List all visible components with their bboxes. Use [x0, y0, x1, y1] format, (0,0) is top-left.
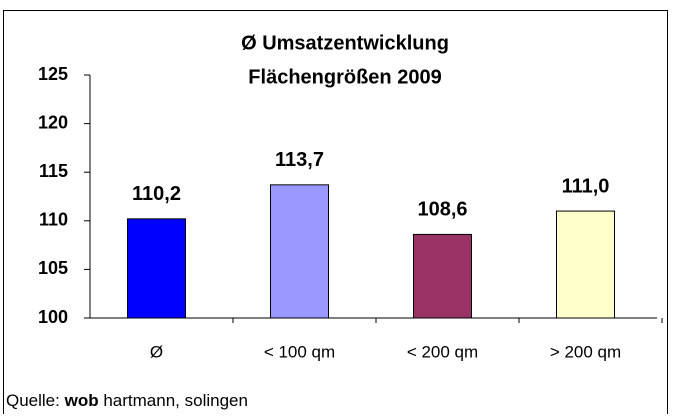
source: Quelle: wob hartmann, solingen — [6, 391, 248, 410]
chart-title: Ø Umsatzentwicklung — [241, 32, 449, 54]
y-tick-label: 125 — [38, 64, 68, 84]
x-tick-label: < 200 qm — [407, 342, 478, 361]
y-tick-label: 120 — [38, 112, 68, 132]
source-label: Quelle: — [6, 391, 60, 410]
y-tick-label: 105 — [38, 258, 68, 278]
value-label: 113,7 — [275, 149, 324, 171]
value-label: 108,6 — [417, 199, 467, 221]
chart-title: Flächengrößen 2009 — [248, 66, 441, 88]
value-label: 110,2 — [132, 183, 181, 205]
bar — [556, 210, 615, 319]
y-tick-label: 115 — [39, 161, 68, 181]
bar — [127, 218, 186, 319]
y-tick-label: 110 — [39, 210, 68, 230]
source-name: wob — [64, 391, 99, 410]
x-tick-label: Ø — [150, 342, 163, 361]
x-tick-label: < 100 qm — [264, 342, 335, 361]
bar — [413, 233, 472, 319]
source-place: hartmann, solingen — [103, 391, 248, 410]
bar — [270, 184, 329, 319]
value-label: 111,0 — [562, 175, 610, 197]
y-tick-label: 100 — [38, 307, 68, 327]
x-tick-label: > 200 qm — [550, 342, 621, 361]
